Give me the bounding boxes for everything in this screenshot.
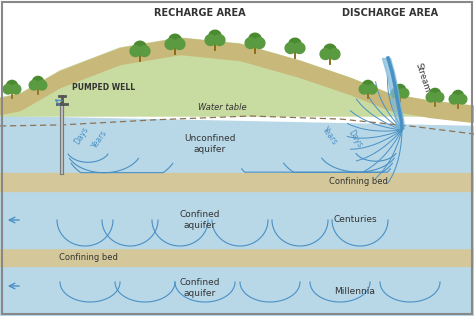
Circle shape [399, 88, 409, 98]
Text: Water table: Water table [198, 103, 246, 112]
Circle shape [452, 90, 464, 102]
Text: Years: Years [91, 128, 109, 150]
Circle shape [254, 38, 265, 48]
Text: Confined
aquifer: Confined aquifer [180, 278, 220, 298]
Circle shape [394, 84, 406, 96]
Circle shape [32, 76, 44, 88]
Circle shape [249, 33, 261, 46]
Text: RECHARGE AREA: RECHARGE AREA [154, 8, 246, 18]
Text: Days: Days [346, 129, 364, 149]
Circle shape [294, 43, 305, 53]
Text: Unconfined
aquifer: Unconfined aquifer [184, 134, 236, 154]
Circle shape [391, 88, 401, 98]
Circle shape [457, 94, 467, 104]
Circle shape [165, 39, 176, 50]
Circle shape [205, 35, 216, 46]
Text: PUMPED WELL: PUMPED WELL [72, 83, 135, 92]
Circle shape [174, 39, 185, 50]
Circle shape [363, 80, 374, 92]
Circle shape [130, 46, 141, 57]
Circle shape [29, 80, 39, 90]
Circle shape [329, 49, 340, 59]
Text: Years: Years [320, 125, 339, 147]
Circle shape [289, 38, 301, 51]
Circle shape [7, 80, 18, 92]
Circle shape [434, 92, 444, 102]
Circle shape [320, 49, 331, 59]
Text: Millennia: Millennia [335, 287, 375, 295]
Text: Centuries: Centuries [333, 216, 377, 224]
Circle shape [169, 34, 181, 47]
Circle shape [3, 84, 13, 94]
Circle shape [426, 92, 436, 102]
Circle shape [139, 46, 150, 57]
Circle shape [134, 41, 146, 54]
Circle shape [449, 94, 459, 104]
Circle shape [209, 30, 221, 43]
Text: Confined
aquifer: Confined aquifer [180, 210, 220, 230]
Circle shape [429, 88, 441, 100]
Circle shape [214, 35, 225, 46]
Polygon shape [0, 38, 474, 116]
Text: Days: Days [73, 125, 91, 147]
Circle shape [245, 38, 256, 48]
Text: Confining bed: Confining bed [328, 178, 387, 186]
Circle shape [285, 43, 296, 53]
Text: Confining bed: Confining bed [59, 252, 118, 262]
Circle shape [37, 80, 47, 90]
Circle shape [11, 84, 21, 94]
Text: Stream: Stream [414, 62, 432, 94]
Text: DISCHARGE AREA: DISCHARGE AREA [342, 8, 438, 18]
Circle shape [324, 44, 336, 57]
Circle shape [367, 84, 377, 94]
Circle shape [359, 84, 369, 94]
